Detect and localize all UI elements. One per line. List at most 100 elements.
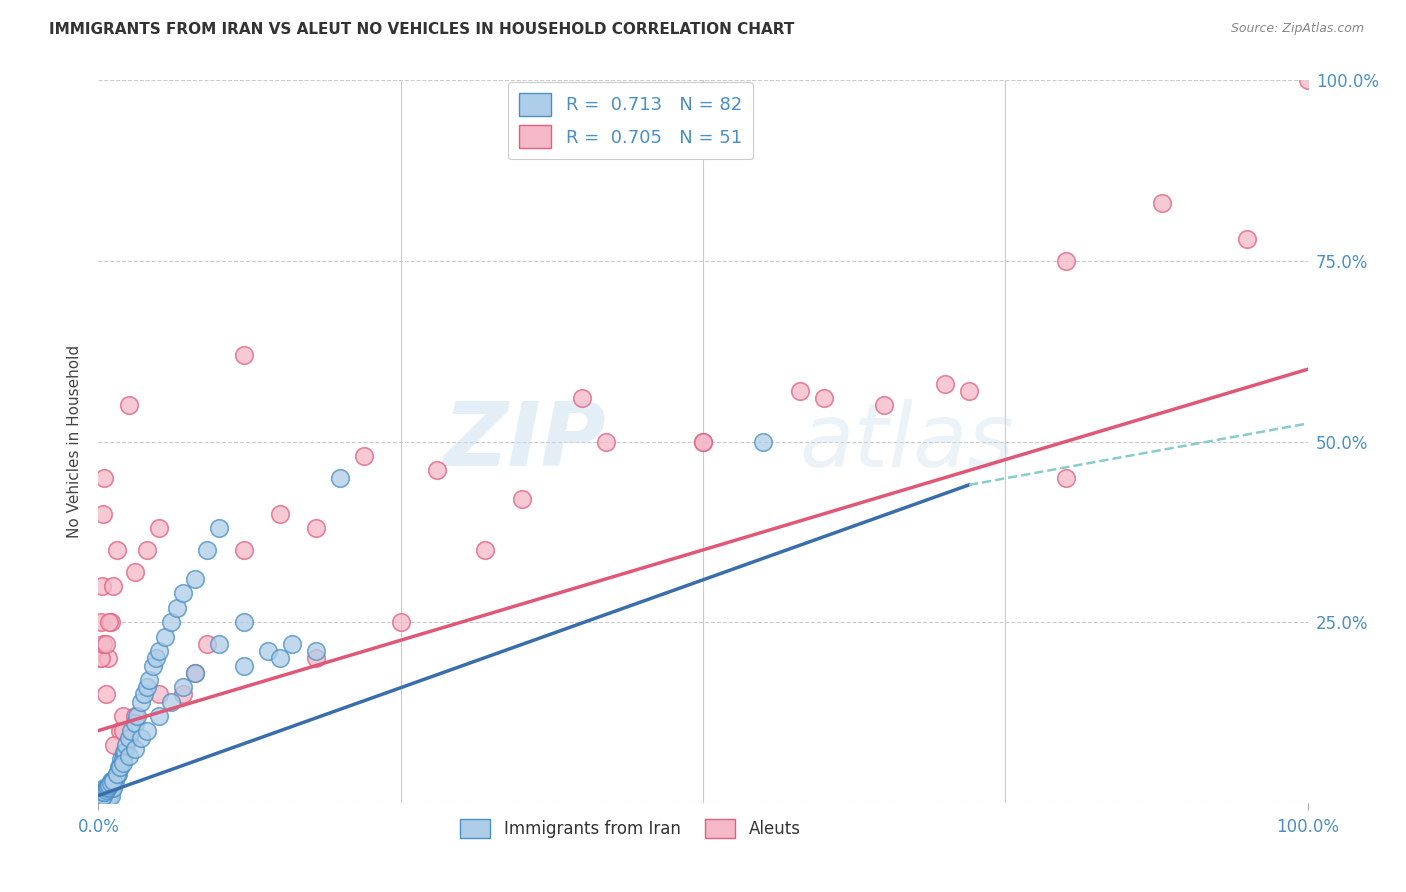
Y-axis label: No Vehicles in Household: No Vehicles in Household xyxy=(67,345,83,538)
Point xyxy=(124,716,146,731)
Point xyxy=(329,470,352,484)
Point xyxy=(1054,470,1077,484)
Point xyxy=(129,731,152,745)
Point xyxy=(232,348,254,362)
Point xyxy=(256,644,278,658)
Point xyxy=(91,789,114,803)
Point xyxy=(108,723,131,738)
Point xyxy=(305,651,328,665)
Text: atlas: atlas xyxy=(800,399,1015,484)
Point xyxy=(97,789,120,803)
Point xyxy=(100,776,122,790)
Point xyxy=(1152,196,1174,211)
Point xyxy=(90,651,112,665)
Point xyxy=(91,787,114,801)
Legend: Immigrants from Iran, Aleuts: Immigrants from Iran, Aleuts xyxy=(454,813,807,845)
Point xyxy=(957,384,980,398)
Point xyxy=(100,774,122,789)
Point xyxy=(98,615,121,630)
Point xyxy=(98,789,121,803)
Point xyxy=(96,781,118,796)
Point xyxy=(153,630,176,644)
Text: Source: ZipAtlas.com: Source: ZipAtlas.com xyxy=(1230,22,1364,36)
Point xyxy=(208,637,231,651)
Point xyxy=(1054,253,1077,268)
Point xyxy=(789,384,811,398)
Point xyxy=(90,789,112,803)
Point xyxy=(93,785,115,799)
Point xyxy=(91,789,114,803)
Point xyxy=(89,790,111,805)
Point xyxy=(91,785,114,799)
Point xyxy=(98,778,121,792)
Point xyxy=(160,695,183,709)
Point xyxy=(172,586,194,600)
Point xyxy=(96,781,118,796)
Point xyxy=(305,521,328,535)
Point xyxy=(426,463,449,477)
Point xyxy=(105,542,128,557)
Point xyxy=(135,680,157,694)
Point xyxy=(108,760,131,774)
Point xyxy=(111,752,134,766)
Point xyxy=(124,565,146,579)
Point xyxy=(91,507,114,521)
Point xyxy=(89,651,111,665)
Point xyxy=(97,781,120,796)
Point xyxy=(90,791,112,805)
Point xyxy=(127,709,149,723)
Point xyxy=(353,449,375,463)
Point xyxy=(752,434,775,449)
Point xyxy=(93,781,115,796)
Point xyxy=(101,774,124,789)
Point xyxy=(145,651,167,665)
Point xyxy=(108,760,131,774)
Point xyxy=(98,781,121,796)
Point xyxy=(389,615,412,630)
Point xyxy=(281,637,304,651)
Point xyxy=(111,756,134,770)
Point xyxy=(93,470,115,484)
Point xyxy=(148,521,170,535)
Point xyxy=(91,579,114,593)
Point xyxy=(184,572,207,586)
Point xyxy=(105,767,128,781)
Point xyxy=(108,760,131,774)
Point xyxy=(692,434,714,449)
Point xyxy=(118,748,141,763)
Point xyxy=(160,615,183,630)
Point xyxy=(232,615,254,630)
Point xyxy=(94,687,117,701)
Point xyxy=(91,789,114,803)
Point xyxy=(873,398,896,412)
Point xyxy=(120,723,142,738)
Point xyxy=(91,790,114,805)
Point xyxy=(124,741,146,756)
Point xyxy=(195,542,218,557)
Point xyxy=(184,665,207,680)
Point xyxy=(90,789,112,803)
Point xyxy=(166,600,188,615)
Point xyxy=(93,789,115,803)
Point xyxy=(110,752,132,766)
Text: ZIP: ZIP xyxy=(443,398,606,485)
Point xyxy=(195,637,218,651)
Point xyxy=(94,781,117,796)
Point xyxy=(135,723,157,738)
Point xyxy=(91,637,114,651)
Point xyxy=(571,391,593,405)
Point xyxy=(1236,232,1258,246)
Point xyxy=(114,745,136,759)
Point xyxy=(100,781,122,796)
Point xyxy=(595,434,617,449)
Point xyxy=(101,781,124,796)
Point xyxy=(89,792,111,806)
Point xyxy=(105,767,128,781)
Point xyxy=(232,542,254,557)
Point xyxy=(112,745,135,759)
Point xyxy=(148,687,170,701)
Point xyxy=(96,789,118,803)
Point xyxy=(115,738,138,752)
Point xyxy=(172,680,194,694)
Point xyxy=(97,780,120,794)
